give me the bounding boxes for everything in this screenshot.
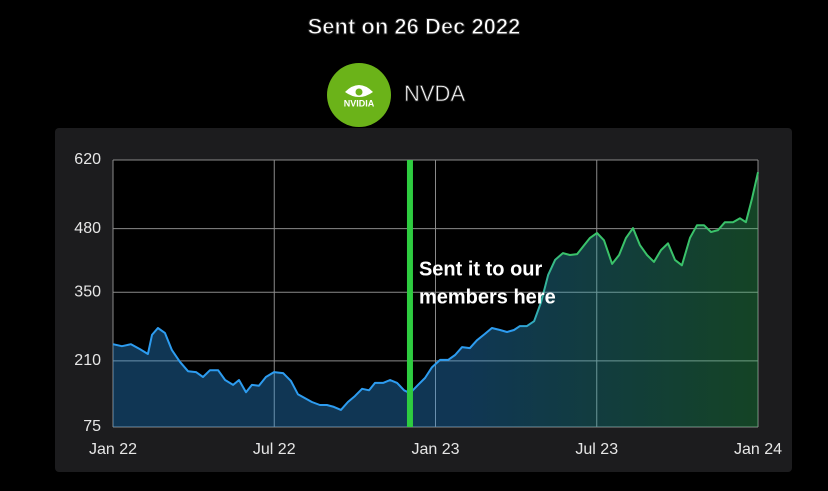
logo-pupil (355, 88, 363, 96)
ticker: NVDA (404, 81, 465, 106)
y-tick-label: 350 (74, 283, 101, 300)
x-tick-label: Jul 23 (575, 441, 618, 458)
y-tick-label: 620 (74, 151, 101, 168)
x-tick-label: Jan 24 (734, 441, 782, 458)
y-tick-label: 210 (74, 352, 101, 369)
line (112, 171, 759, 411)
x-tick-label: Jan 22 (89, 441, 137, 458)
annotation: members here (419, 286, 556, 308)
title: Sent on 26 Dec 2022 (308, 14, 521, 39)
logo-text: NVIDIA (344, 98, 375, 108)
annotation: Sent it to our (419, 258, 543, 280)
y-tick-label: 480 (74, 220, 101, 237)
x-tick-label: Jan 23 (411, 441, 459, 458)
y-tick-label: 75 (83, 418, 101, 435)
area (113, 172, 758, 427)
x-tick-label: Jul 22 (253, 441, 296, 458)
